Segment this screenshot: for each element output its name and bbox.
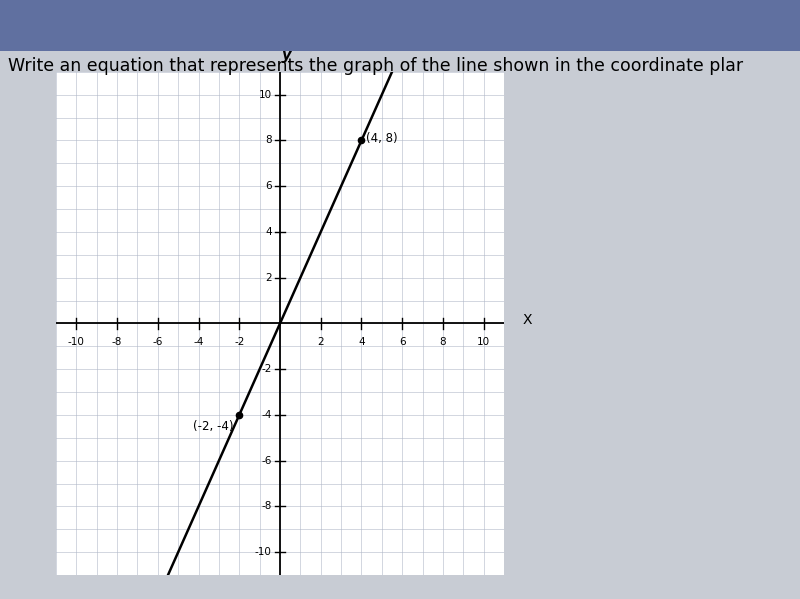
Text: -6: -6 bbox=[153, 337, 163, 347]
Text: -10: -10 bbox=[255, 547, 272, 557]
Text: y: y bbox=[282, 49, 292, 63]
Text: 2: 2 bbox=[266, 273, 272, 283]
Text: 8: 8 bbox=[266, 135, 272, 146]
Text: Write an equation that represents the graph of the line shown in the coordinate : Write an equation that represents the gr… bbox=[8, 57, 743, 75]
Text: 6: 6 bbox=[399, 337, 406, 347]
Text: -4: -4 bbox=[194, 337, 204, 347]
Text: (-2, -4): (-2, -4) bbox=[193, 419, 233, 432]
Text: X: X bbox=[522, 313, 532, 327]
Text: -2: -2 bbox=[234, 337, 245, 347]
Text: 4: 4 bbox=[266, 227, 272, 237]
Text: -2: -2 bbox=[262, 364, 272, 374]
Text: -6: -6 bbox=[262, 456, 272, 465]
Text: 2: 2 bbox=[318, 337, 324, 347]
Text: -8: -8 bbox=[112, 337, 122, 347]
Text: (4, 8): (4, 8) bbox=[366, 132, 397, 145]
Text: 4: 4 bbox=[358, 337, 365, 347]
Text: -4: -4 bbox=[262, 410, 272, 420]
Text: 10: 10 bbox=[477, 337, 490, 347]
Text: -8: -8 bbox=[262, 501, 272, 512]
Text: 6: 6 bbox=[266, 181, 272, 191]
Text: 8: 8 bbox=[439, 337, 446, 347]
Text: 10: 10 bbox=[258, 90, 272, 100]
Text: -10: -10 bbox=[68, 337, 85, 347]
